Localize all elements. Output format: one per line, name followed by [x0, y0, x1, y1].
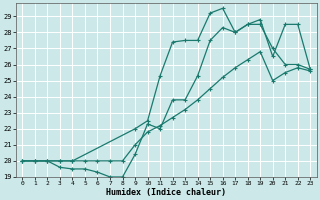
X-axis label: Humidex (Indice chaleur): Humidex (Indice chaleur) [106, 188, 226, 197]
